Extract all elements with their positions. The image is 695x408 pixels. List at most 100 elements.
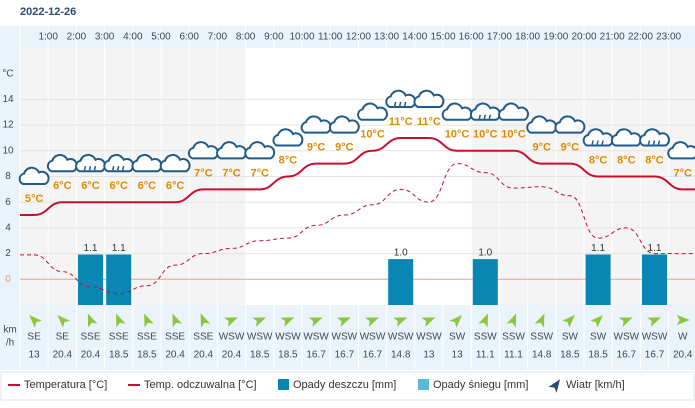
temperature-label: 6°C (109, 180, 128, 192)
wind-direction: SSE (109, 332, 129, 343)
wind-arrow (676, 315, 690, 325)
legend-swatch (278, 379, 289, 390)
wind-direction: WSW (332, 332, 358, 343)
wind-arrow (116, 313, 126, 328)
hour-label: 23:00 (656, 32, 681, 43)
wind-arrow (506, 313, 517, 328)
wind-speed: 18.5 (588, 350, 608, 361)
wind-direction: SSW (530, 332, 553, 343)
wind-direction: SSE (165, 332, 185, 343)
wind-arrow (365, 317, 379, 327)
temperature-label: 7°C (222, 167, 241, 179)
hour-label: 19:00 (543, 32, 568, 43)
temperature-line (20, 136, 695, 217)
hour-label: 8:00 (236, 32, 256, 43)
weather-icon (413, 89, 445, 108)
wind-speed: 16.7 (363, 350, 383, 361)
cloud (667, 141, 695, 160)
temperature-label: 11°C (417, 116, 441, 128)
drop (657, 140, 661, 145)
temperature-label: 9°C (307, 142, 326, 154)
wind-arrow (57, 315, 71, 328)
drop (393, 101, 397, 107)
y-tick-label: 10 (2, 145, 14, 156)
wind-arrow (144, 313, 154, 328)
rain-bar (388, 259, 414, 305)
y-tick-label: 0 (5, 274, 11, 285)
drop (596, 140, 599, 145)
perceived-line (20, 163, 695, 294)
wind-speed: 13 (452, 350, 464, 361)
wind-direction: WSW (247, 332, 273, 343)
weather-icon (18, 166, 50, 186)
cloud (357, 102, 388, 121)
weather-icon (357, 102, 388, 121)
drop (601, 140, 604, 145)
cloud (328, 115, 360, 134)
cloud (159, 153, 191, 173)
wind-direction: SW (562, 332, 579, 343)
hour-label: 21:00 (600, 32, 625, 43)
wind-arrow (224, 317, 238, 327)
wind-speed: 20.4 (53, 350, 73, 361)
legend (0, 371, 695, 401)
wind-direction: WSW (388, 332, 414, 343)
wind-direction: SSW (474, 332, 497, 343)
temperature-label: 8°C (617, 154, 636, 166)
wind-speed: 16.7 (645, 350, 665, 361)
wind-speed: 20.4 (165, 350, 185, 361)
hour-label: 13:00 (374, 32, 399, 43)
hour-label: 7:00 (208, 32, 228, 43)
wind-direction: SE (56, 332, 70, 343)
wind-unit: km (3, 325, 16, 336)
weather-icon (328, 115, 360, 134)
drop (591, 140, 594, 145)
wind-direction: WSW (416, 332, 442, 343)
hour-label: 18:00 (515, 32, 540, 43)
drop (398, 101, 402, 107)
drop (488, 114, 492, 119)
temperature-label: 10°C (445, 129, 470, 141)
drop (652, 140, 656, 145)
wind-speed: 18.5 (278, 350, 298, 361)
wind-direction: WSW (360, 332, 386, 343)
hour-label: 2:00 (67, 32, 87, 43)
weather-icon (639, 128, 670, 147)
wind-speed: 18.5 (250, 350, 270, 361)
wind-speed: 20.4 (81, 350, 101, 361)
temperature-label: 10°C (501, 129, 526, 141)
wind-speed: 20.4 (194, 350, 214, 361)
wind-arrow (200, 313, 211, 328)
weather-icon (244, 141, 276, 160)
hour-label: 6:00 (179, 32, 199, 43)
wind-arrow (252, 317, 267, 327)
legend-label: Opady śniegu [mm] (433, 379, 528, 391)
hour-label: 4:00 (123, 32, 143, 43)
wind-direction: SSE (193, 332, 213, 343)
hour-label: 1:00 (38, 32, 58, 43)
rain-bar (106, 254, 132, 305)
wind-direction: WSW (303, 332, 329, 343)
wind-speed: 16.7 (335, 350, 355, 361)
cloud (272, 128, 304, 147)
rain-bar (585, 254, 611, 305)
rain-label: 1.1 (112, 243, 126, 254)
wind-direction: WSW (642, 332, 668, 343)
wind-speed: 18.5 (109, 350, 129, 361)
temperature-label: 5°C (25, 193, 44, 205)
wind-speed: 14.8 (532, 350, 552, 361)
date: 2022-12-26 (20, 6, 76, 18)
drop (403, 101, 407, 107)
wind-speed: 20.4 (222, 350, 242, 361)
temperature-label: 7°C (250, 167, 269, 179)
legend-label: Opady deszczu [mm] (293, 379, 396, 391)
drop (483, 114, 487, 119)
rain-bar (642, 254, 667, 305)
wind-direction: SW (590, 332, 607, 343)
wind-arrow (87, 313, 98, 328)
y-tick-label: 8 (5, 171, 11, 182)
y-tick-label: 14 (2, 94, 14, 105)
rain-bar (78, 254, 103, 305)
temperature-label: 8°C (279, 154, 298, 166)
temperature-label: 8°C (645, 154, 664, 166)
